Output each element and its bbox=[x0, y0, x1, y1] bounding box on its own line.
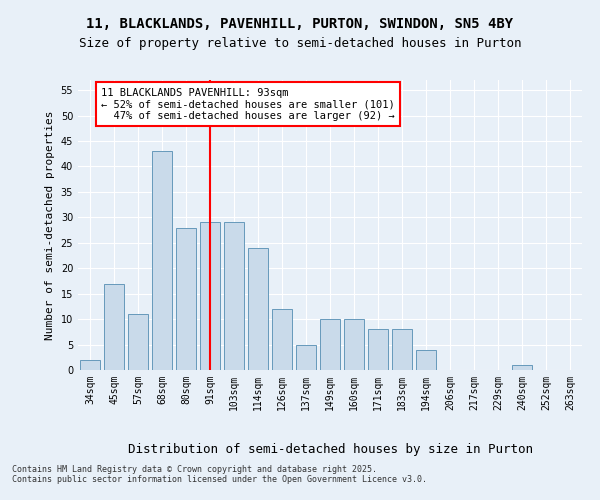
Bar bbox=[80, 360, 100, 370]
Bar bbox=[224, 222, 244, 370]
Bar bbox=[392, 330, 412, 370]
Bar bbox=[344, 319, 364, 370]
Bar bbox=[176, 228, 196, 370]
Bar bbox=[296, 344, 316, 370]
Text: Size of property relative to semi-detached houses in Purton: Size of property relative to semi-detach… bbox=[79, 38, 521, 51]
Text: Contains HM Land Registry data © Crown copyright and database right 2025.
Contai: Contains HM Land Registry data © Crown c… bbox=[12, 465, 427, 484]
Text: 11 BLACKLANDS PAVENHILL: 93sqm
← 52% of semi-detached houses are smaller (101)
 : 11 BLACKLANDS PAVENHILL: 93sqm ← 52% of … bbox=[101, 88, 395, 121]
Bar bbox=[248, 248, 268, 370]
Bar bbox=[200, 222, 220, 370]
Y-axis label: Number of semi-detached properties: Number of semi-detached properties bbox=[45, 110, 55, 340]
Bar bbox=[320, 319, 340, 370]
Bar bbox=[152, 151, 172, 370]
Bar bbox=[128, 314, 148, 370]
Bar bbox=[512, 365, 532, 370]
Bar bbox=[104, 284, 124, 370]
Bar bbox=[272, 309, 292, 370]
Bar bbox=[416, 350, 436, 370]
Text: Distribution of semi-detached houses by size in Purton: Distribution of semi-detached houses by … bbox=[128, 442, 533, 456]
Text: 11, BLACKLANDS, PAVENHILL, PURTON, SWINDON, SN5 4BY: 11, BLACKLANDS, PAVENHILL, PURTON, SWIND… bbox=[86, 18, 514, 32]
Bar bbox=[368, 330, 388, 370]
